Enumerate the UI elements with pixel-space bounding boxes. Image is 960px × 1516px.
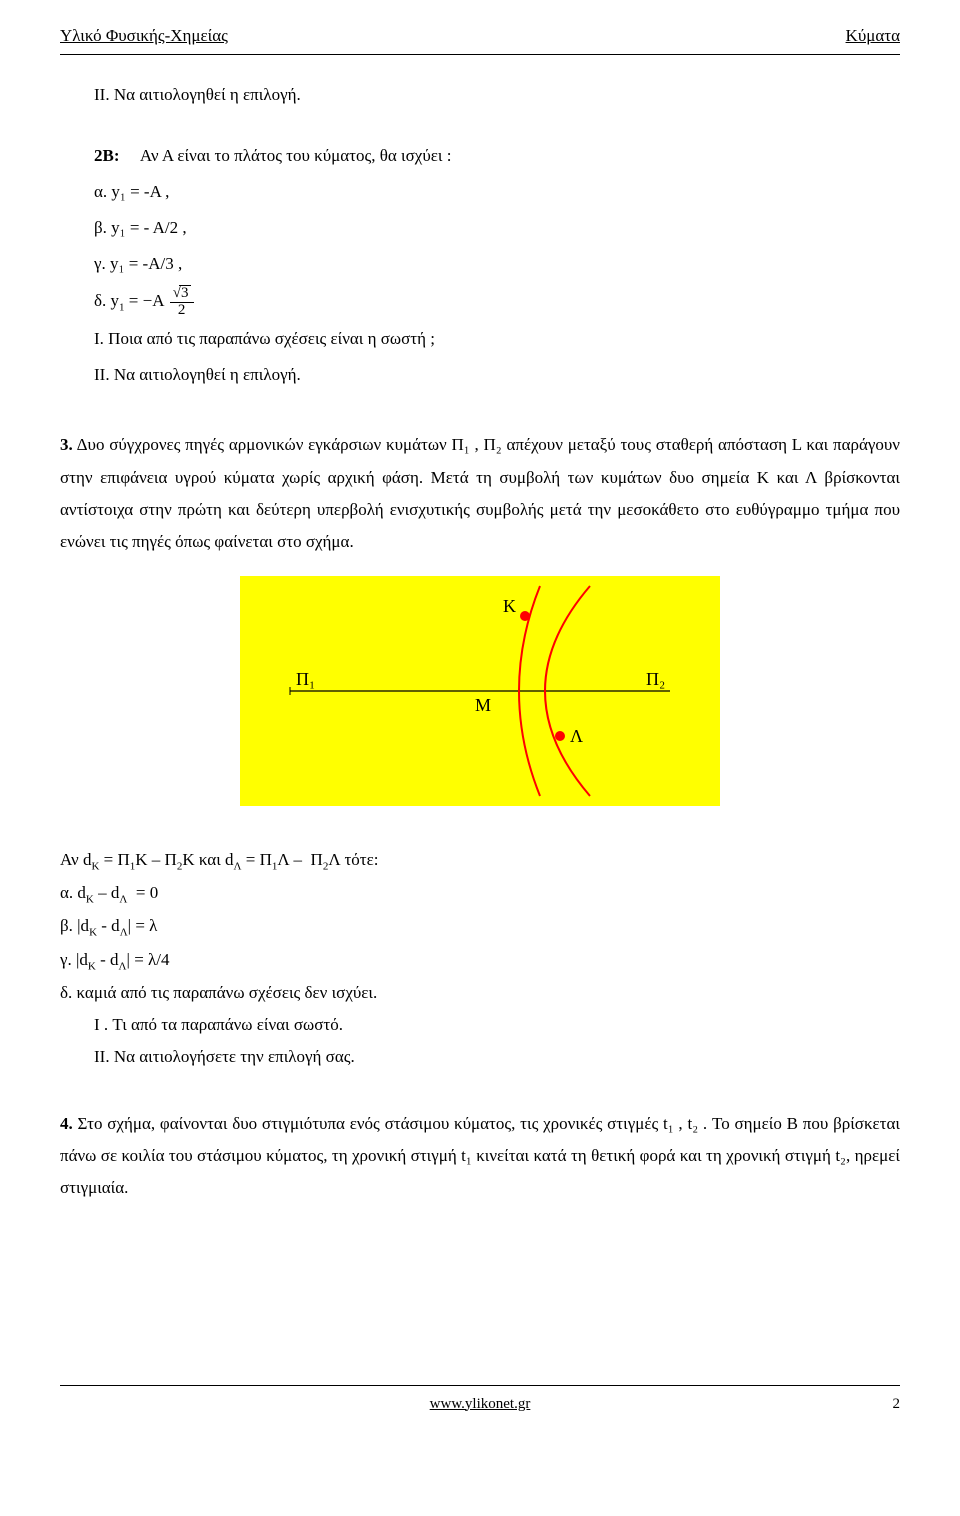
svg-text:Π₂: Π₂	[646, 669, 665, 689]
diagram-svg: Κ Λ Μ Π₁ Π₂	[240, 576, 720, 806]
q3-b-abs: |dK - dΛ|	[77, 916, 131, 935]
footer-wrap: www.ylikonet.gr 2	[60, 1385, 900, 1419]
footer-url: www.ylikonet.gr	[430, 1390, 531, 1419]
header-right: Κύματα	[846, 20, 900, 52]
q4-label: 4.	[60, 1114, 73, 1133]
q2b-d-lhs: y	[111, 291, 120, 310]
q3-ii: II. Να αιτιολογήσετε την επιλογή σας.	[94, 1041, 900, 1073]
q2b-frac-den: 2	[170, 303, 194, 319]
interference-diagram: Κ Λ Μ Π₁ Π₂	[60, 576, 900, 817]
q3-para: 3. Δυο σύγχρονες πηγές αρμονικών εγκάρσι…	[60, 429, 900, 558]
footer-spacer	[60, 1390, 64, 1419]
q2b-a: α. y₁ = -A ,	[94, 176, 900, 208]
svg-text:Κ: Κ	[503, 596, 516, 616]
footer-page: 2	[893, 1390, 901, 1419]
q3-c-abs: |dK - dΛ|	[76, 950, 130, 969]
q3-c: γ. |dK - dΛ| = λ/4	[60, 944, 900, 977]
q2b-d-frac: √3 2	[170, 285, 194, 319]
q2b-ii: ΙΙ. Να αιτιολογηθεί η επιλογή.	[94, 359, 900, 391]
q4-para: 4. Στο σχήμα, φαίνονται δυο στιγμιότυπα …	[60, 1108, 900, 1205]
header-left: Υλικό Φυσικής-Χημείας	[60, 20, 228, 52]
q3-d: δ. καμιά από τις παραπάνω σχέσεις δεν ισ…	[60, 977, 900, 1009]
q2b-i: I. Ποια από τις παραπάνω σχέσεις είναι η…	[94, 323, 900, 355]
q2b-d-prefix: δ.	[94, 291, 111, 310]
q2b-b: β. y₁ = - A/2 ,	[94, 212, 900, 244]
q3-c-post: = λ/4	[130, 950, 170, 969]
q2b-intro-text: Αν Α είναι το πλάτος του κύματος, θα ισχ…	[140, 146, 452, 165]
q2b-d-mid: = −A	[125, 291, 164, 310]
q2b-c: γ. y₁ = -A/3 ,	[94, 248, 900, 280]
q3-b-pre: β.	[60, 916, 77, 935]
line-ii-top: ΙΙ. Να αιτιολογηθεί η επιλογή.	[94, 79, 900, 111]
q3-text: Δυο σύγχρονες πηγές αρμονικών εγκάρσιων …	[60, 435, 900, 551]
q2b-label: 2Β:	[94, 146, 120, 165]
q3-label: 3.	[60, 435, 73, 454]
svg-text:Π₁: Π₁	[296, 669, 315, 689]
q2b-intro: 2Β: Αν Α είναι το πλάτος του κύματος, θα…	[94, 140, 900, 172]
q3-a: α. dK – dΛ = 0	[60, 877, 900, 910]
q4-text: Στο σχήμα, φαίνονται δυο στιγμιότυπα ενό…	[60, 1114, 900, 1198]
svg-text:Λ: Λ	[570, 726, 583, 746]
q3-after-intro: Αν dK = Π1Κ – Π2Κ και dΛ = Π1Λ – Π2Λ τότ…	[60, 844, 900, 877]
q2b-d: δ. y1 = −A √3 2	[94, 285, 900, 319]
q3-b-post: = λ	[131, 916, 157, 935]
q3-i: I . Τι από τα παραπάνω είναι σωστό.	[94, 1009, 900, 1041]
page-footer: www.ylikonet.gr 2	[60, 1385, 900, 1419]
svg-text:Μ: Μ	[475, 695, 491, 715]
q3-c-pre: γ.	[60, 950, 76, 969]
q3-b: β. |dK - dΛ| = λ	[60, 910, 900, 943]
q2b-frac-num: 3	[179, 285, 191, 302]
page-header: Υλικό Φυσικής-Χημείας Κύματα	[60, 20, 900, 55]
